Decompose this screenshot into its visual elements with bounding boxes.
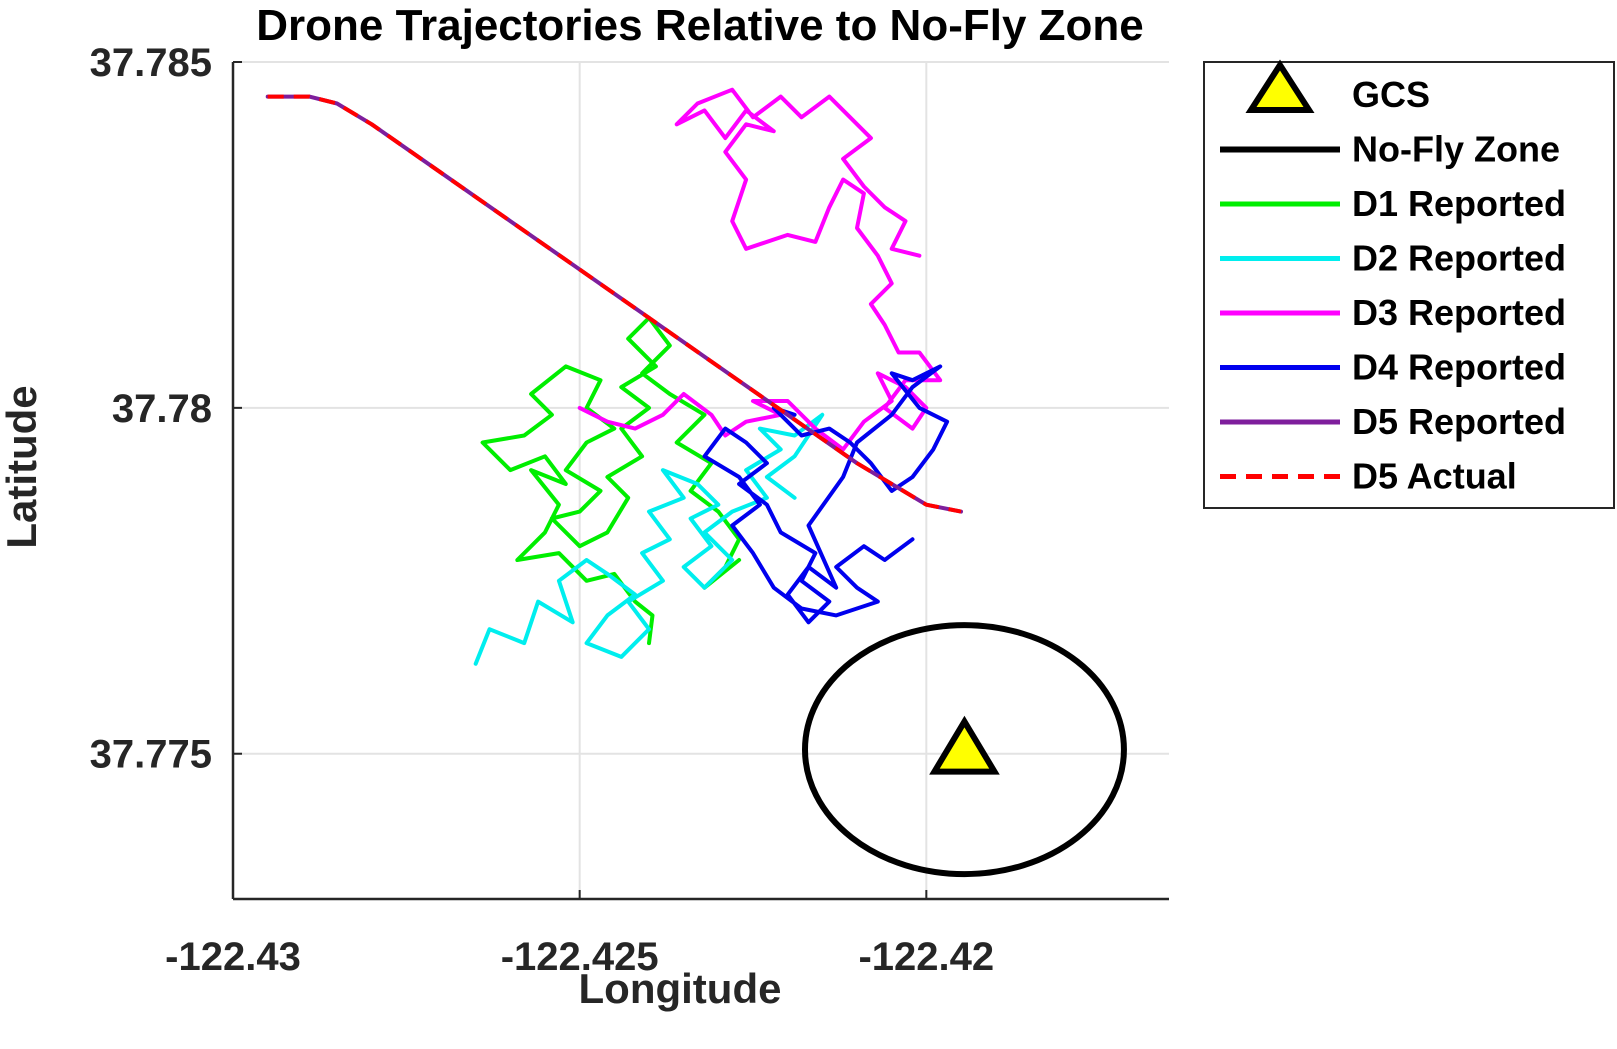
x-tick-label-1: -122.425	[501, 935, 659, 979]
legend-label-d5-actual: D5 Actual	[1352, 456, 1517, 497]
gcs-marker	[929, 715, 1000, 775]
legend-label-d5-reported: D5 Reported	[1352, 401, 1566, 442]
y-tick-label-0: 37.775	[90, 733, 212, 777]
legend-label-d3-reported: D3 Reported	[1352, 292, 1566, 333]
gcs-layer	[929, 715, 1000, 775]
legend-box	[1203, 61, 1615, 509]
y-tick-label-1: 37.78	[112, 387, 212, 431]
no-fly-zone-layer	[802, 622, 1127, 878]
legend-label-d1-reported: D1 Reported	[1352, 183, 1566, 224]
x-tick-label-0: -122.43	[165, 935, 301, 979]
axes	[231, 61, 1169, 901]
tick-labels: -122.43 -122.425 -122.42 37.775 37.78 37.785	[90, 41, 995, 979]
series-line-d1-reported	[480, 315, 742, 646]
series-line-d5-actual	[267, 94, 962, 514]
legend-gcs-marker	[1245, 59, 1315, 113]
x-tick-label-2: -122.42	[858, 935, 994, 979]
y-tick-label-2: 37.785	[90, 41, 212, 85]
grid	[232, 61, 1169, 899]
chart-title: Drone Trajectories Relative to No-Fly Zo…	[256, 1, 1144, 50]
no-fly-zone-boundary	[802, 622, 1127, 878]
y-axis-label: Latitude	[0, 385, 45, 548]
legend-label-d4-reported: D4 Reported	[1352, 347, 1566, 388]
series-line-d4-reported	[702, 364, 950, 625]
series-layer	[265, 87, 963, 666]
x-axis-label: Longitude	[579, 965, 782, 1012]
legend-label-no-fly-zone: No-Fly Zone	[1352, 129, 1560, 170]
legend-label-gcs: GCS	[1352, 74, 1430, 115]
series-line-d2-reported	[473, 412, 825, 666]
legend-label-d2-reported: D2 Reported	[1352, 238, 1566, 279]
legend: GCS No-Fly Zone D1 Reported D2 Reported D3 R…	[1203, 59, 1615, 509]
